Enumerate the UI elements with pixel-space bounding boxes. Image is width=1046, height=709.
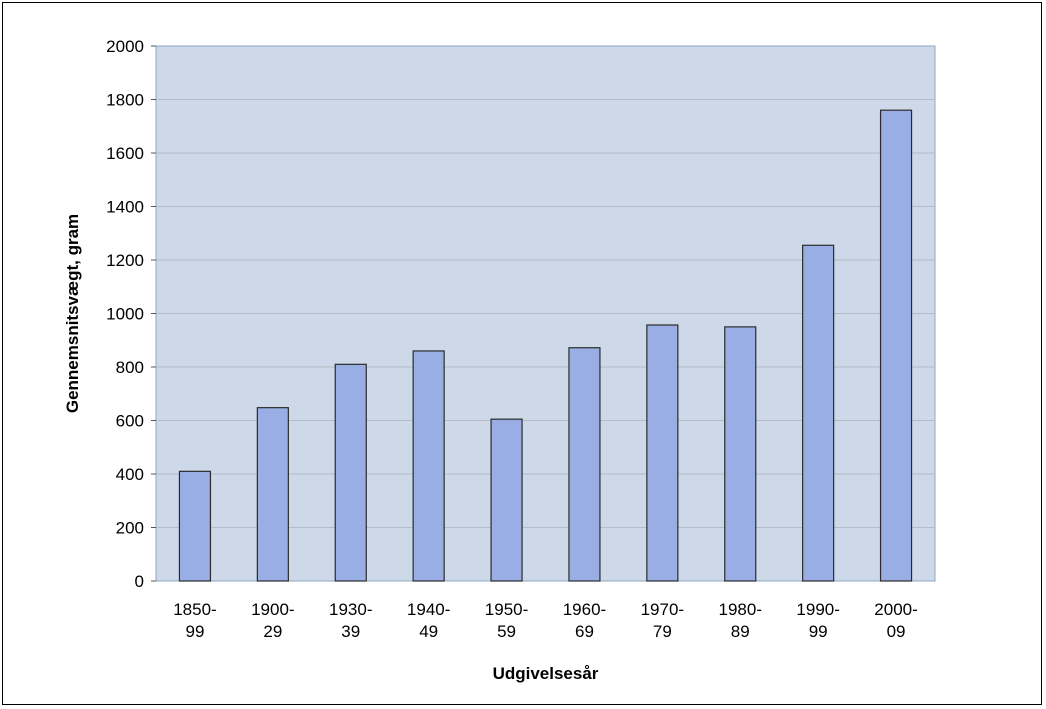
x-axis-title: Udgivelsesår: [493, 664, 599, 683]
y-tick-label: 1800: [106, 91, 144, 110]
x-tick-label: 09: [887, 622, 906, 641]
y-axis-title: Gennemsnitsvægt, gram: [63, 214, 82, 413]
x-tick-label: 1970-: [641, 600, 684, 619]
x-tick-label: 1950-: [485, 600, 528, 619]
y-tick-label: 1000: [106, 305, 144, 324]
y-tick-label: 0: [135, 572, 144, 591]
y-tick-label: 2000: [106, 37, 144, 56]
bar: [178, 470, 212, 582]
bars: [178, 109, 913, 582]
x-tick-label: 69: [575, 622, 594, 641]
y-axis-ticks: 0 200 400 600 800 1000 1200 1400 1600 1800 2000: [106, 37, 156, 591]
x-tick-label: 99: [185, 622, 204, 641]
bar: [256, 407, 289, 582]
x-tick-label: 59: [497, 622, 516, 641]
bar: [724, 326, 757, 582]
bar-chart: 0 200 400 600 800 1000 1200 1400 1600 1800 2000 18…: [63, 37, 936, 683]
x-tick-label: 29: [263, 622, 282, 641]
x-tick-label: 1990-: [796, 600, 839, 619]
bar: [802, 244, 835, 582]
y-tick-label: 600: [116, 412, 144, 431]
x-tick-label: 1930-: [329, 600, 372, 619]
x-tick-label: 49: [419, 622, 438, 641]
x-tick-label: 1900-: [251, 600, 294, 619]
bar: [879, 109, 913, 582]
y-tick-label: 400: [116, 465, 144, 484]
x-axis-ticks: 1850- 99 1900- 29 1930- 39 1940- 49 1950- 59 1960-…: [173, 600, 918, 641]
x-tick-label: 89: [731, 622, 750, 641]
x-tick-label: 1960-: [563, 600, 606, 619]
bar: [490, 418, 523, 582]
y-tick-label: 1400: [106, 198, 144, 217]
y-tick-label: 1600: [106, 144, 144, 163]
x-tick-label: 39: [341, 622, 360, 641]
bar: [646, 324, 679, 582]
x-tick-label: 2000-: [874, 600, 917, 619]
y-tick-label: 800: [116, 358, 144, 377]
x-tick-label: 1980-: [719, 600, 762, 619]
x-tick-label: 99: [809, 622, 828, 641]
x-tick-label: 79: [653, 622, 672, 641]
y-tick-label: 200: [116, 519, 144, 538]
x-tick-label: 1850-: [173, 600, 216, 619]
y-tick-label: 1200: [106, 251, 144, 270]
bar: [568, 347, 601, 582]
bar: [334, 363, 367, 582]
x-tick-label: 1940-: [407, 600, 450, 619]
bar: [412, 350, 445, 582]
